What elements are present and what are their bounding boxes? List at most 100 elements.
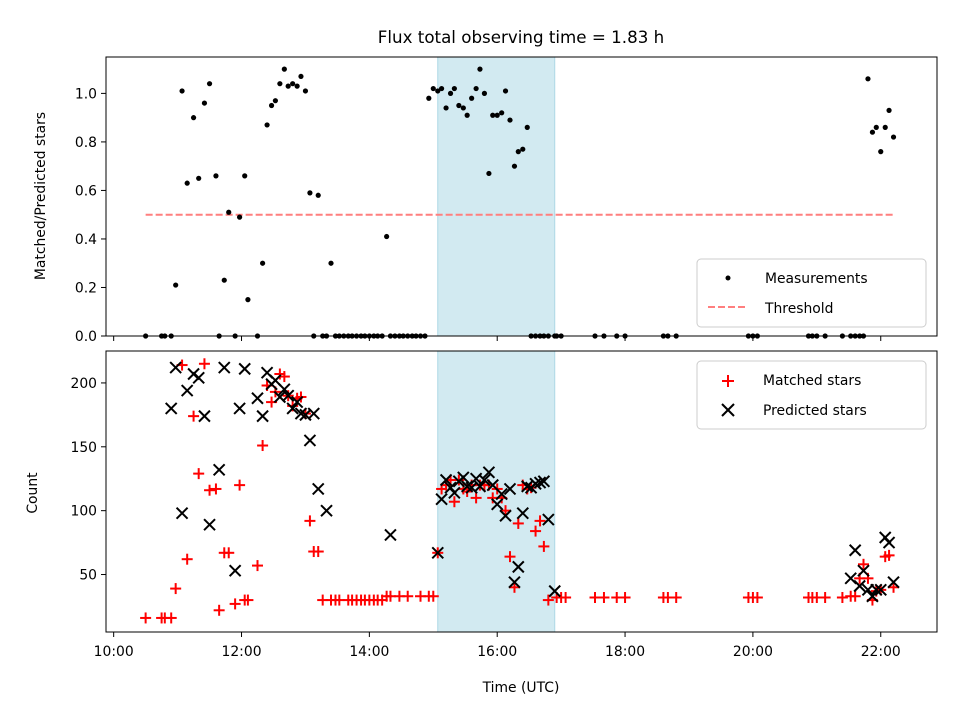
predicted-star-point — [548, 584, 561, 598]
measurement-point — [469, 95, 475, 101]
measurement-point — [515, 149, 521, 155]
predicted-star-point — [882, 536, 896, 549]
matched-star-point — [508, 581, 520, 593]
measurement-point — [206, 81, 213, 87]
predicted-star-point — [384, 528, 397, 542]
measurement-point — [451, 85, 457, 92]
matched-star-point — [504, 551, 516, 563]
measurement-point — [272, 98, 278, 104]
predicted-star-point — [848, 544, 862, 557]
predicted-star-point — [294, 407, 308, 420]
matched-star-point — [193, 468, 205, 480]
legend-predicted-label: Predicted stars — [763, 403, 867, 419]
x-tick-label: 12:00 — [222, 644, 262, 660]
measurement-point — [878, 149, 884, 155]
bottom-x-ticks: 10:00 12:00 14:00 16:00 18:00 20:00 22:00 — [94, 632, 901, 660]
matched-star-point — [251, 560, 263, 572]
matched-star-point — [512, 517, 524, 529]
matched-star-point — [534, 515, 546, 527]
measurement-point — [456, 102, 462, 109]
predicted-star-point — [529, 477, 542, 491]
predicted-star-point — [180, 384, 194, 397]
measurement-point — [438, 85, 445, 92]
predicted-star-point — [286, 402, 299, 415]
measurement-point — [213, 173, 219, 179]
predicted-star-point — [857, 564, 870, 577]
predicted-star-point — [278, 383, 291, 396]
top-legend-box — [696, 258, 927, 328]
matched-star-point — [223, 547, 235, 559]
matched-star-point — [542, 594, 554, 606]
bottom-y-ticks: 50 100 150 200 — [70, 376, 106, 584]
measurement-point — [260, 260, 266, 266]
predicted-star-point — [218, 361, 231, 374]
predicted-star-point — [542, 513, 555, 526]
bottom-y-axis-label: Count — [25, 472, 41, 514]
measurement-point — [882, 124, 888, 130]
top-observing-window — [437, 56, 556, 337]
legend-measurements-marker — [725, 275, 731, 281]
y-tick-label: 50 — [79, 568, 97, 584]
predicted-star-point — [290, 395, 304, 409]
predicted-star-point — [256, 409, 269, 423]
matched-star-point — [181, 553, 193, 565]
measurement-point — [245, 297, 251, 303]
y-tick-label: 0.8 — [75, 135, 97, 151]
measurement-point — [226, 209, 232, 215]
measurement-point — [302, 88, 309, 94]
predicted-star-point — [312, 482, 325, 496]
measurement-point — [886, 107, 892, 113]
x-tick-label: 10:00 — [94, 644, 134, 660]
predicted-star-point — [281, 389, 295, 402]
y-tick-label: 0.6 — [75, 183, 97, 199]
measurement-point — [268, 102, 275, 109]
measurement-point — [196, 175, 202, 181]
y-tick-label: 0.0 — [75, 329, 97, 345]
measurement-point — [507, 117, 513, 123]
matched-star-point — [619, 592, 631, 604]
matched-star-point — [229, 598, 241, 610]
predicted-star-point — [303, 434, 317, 447]
measurement-point — [511, 163, 518, 169]
y-tick-label: 1.0 — [75, 86, 97, 102]
measurement-point — [890, 134, 897, 140]
measurement-point — [242, 173, 248, 179]
measurement-point — [499, 110, 505, 116]
matched-star-point — [312, 546, 324, 558]
predicted-star-point — [537, 475, 551, 488]
matched-star-point — [538, 540, 550, 552]
predicted-star-point — [448, 486, 461, 499]
top-y-ticks: 0.0 0.2 0.4 0.6 0.8 1.0 — [75, 86, 106, 345]
predicted-star-point — [169, 361, 182, 374]
measurement-point — [236, 214, 243, 220]
y-tick-label: 0.4 — [75, 232, 97, 248]
matched-star-point — [849, 590, 861, 602]
predicted-star-point — [521, 480, 534, 493]
measurement-point — [315, 192, 321, 198]
matched-star-point — [448, 496, 460, 508]
predicted-star-point — [853, 579, 866, 593]
predicted-star-point — [499, 509, 512, 522]
measurement-point — [426, 95, 432, 101]
measurement-point — [520, 146, 526, 152]
matched-star-point — [836, 592, 848, 604]
measurement-point — [384, 233, 390, 240]
matched-star-point — [213, 604, 225, 616]
predicted-star-point — [435, 492, 448, 506]
matched-star-point — [210, 483, 222, 495]
legend-threshold-label: Threshold — [764, 301, 833, 317]
matched-star-point — [530, 525, 542, 537]
top-panel: 0.0 0.2 0.4 0.6 0.8 1.0 Matched/Predicted sta… — [33, 56, 938, 345]
matched-star-point — [883, 549, 895, 561]
measurement-point — [443, 105, 449, 111]
predicted-star-point — [439, 473, 453, 487]
measurement-point — [869, 129, 876, 135]
predicted-star-point — [175, 507, 189, 520]
predicted-star-point — [307, 407, 320, 420]
predicted-star-point — [203, 518, 216, 531]
predicted-star-point — [482, 466, 496, 479]
matched-star-point — [470, 492, 482, 504]
measurement-point — [502, 88, 509, 94]
matched-star-point — [234, 479, 246, 491]
